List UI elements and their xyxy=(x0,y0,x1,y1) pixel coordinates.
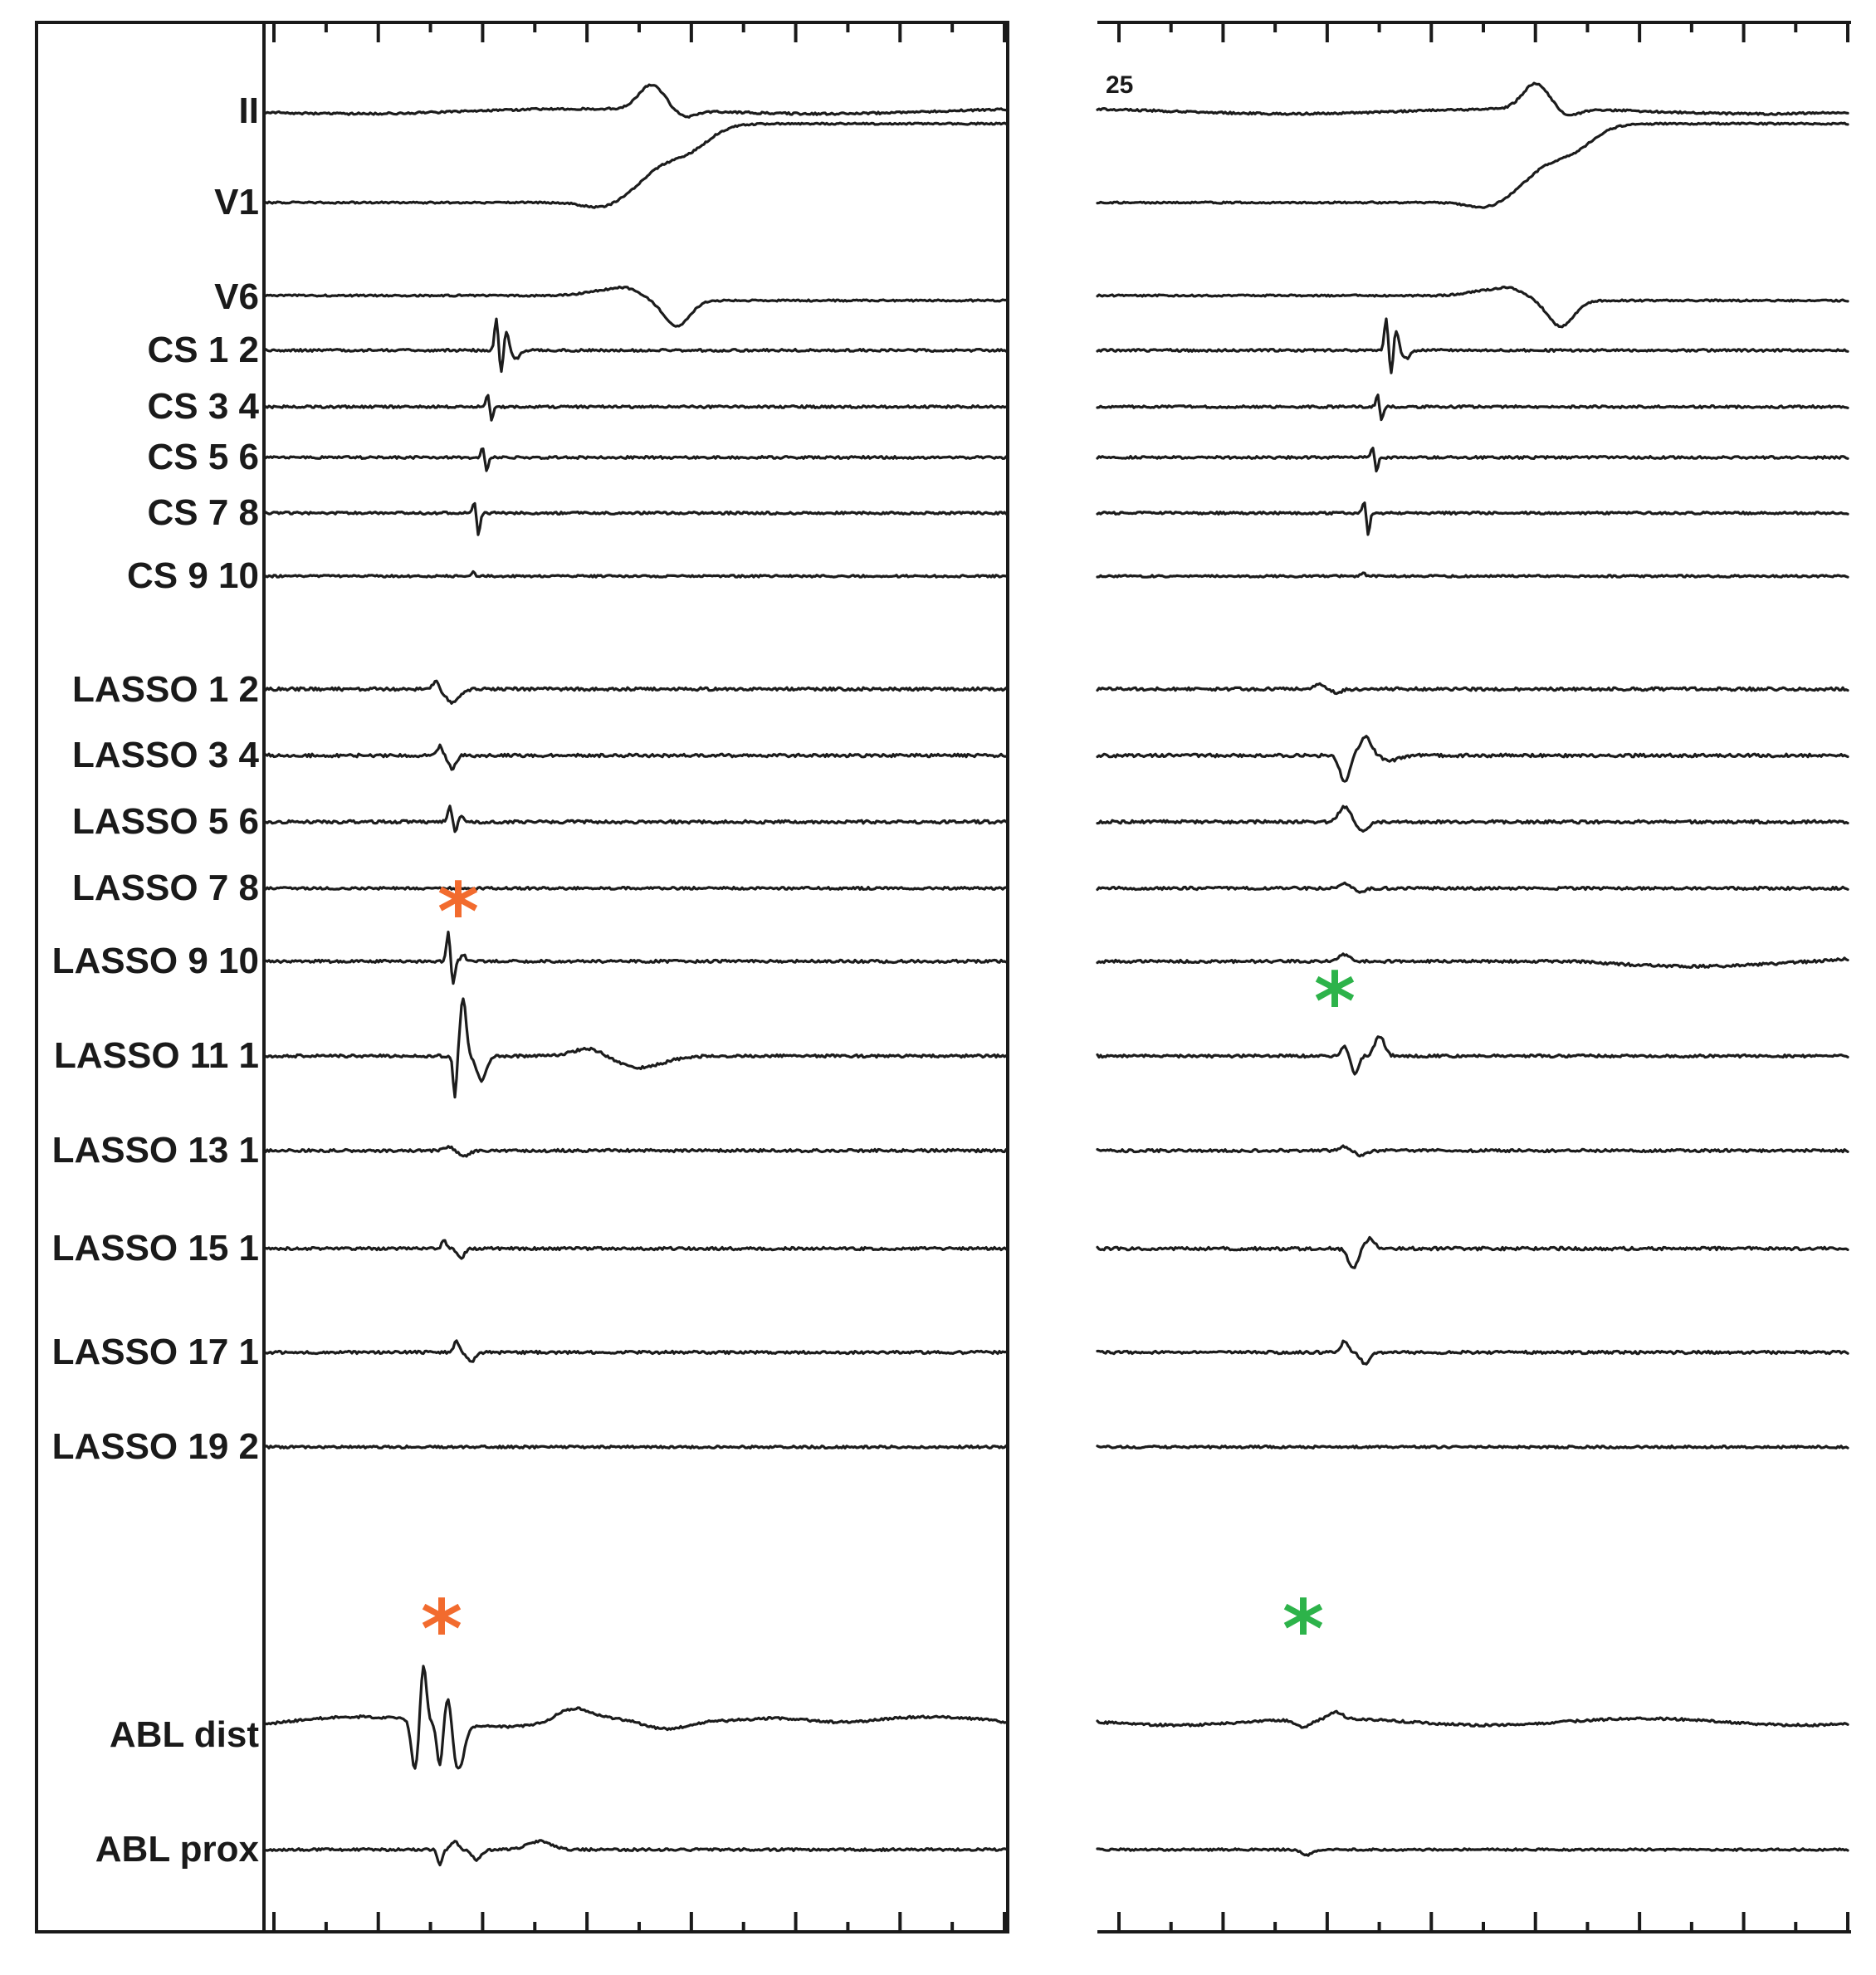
right-traces xyxy=(1096,81,1849,1857)
lead-label-abl-dist: ABL dist xyxy=(110,1714,259,1755)
trace-lasso-3-4-right xyxy=(1096,735,1849,783)
left-traces xyxy=(262,83,1008,1867)
right-panel: 25 xyxy=(1097,21,1851,1933)
left-top-time-ticks xyxy=(272,22,1006,42)
trace-v1-right xyxy=(1096,121,1849,209)
trace-lasso-5-6-left xyxy=(262,804,1008,834)
lead-label-lasso-5-6: LASSO 5 6 xyxy=(72,801,259,842)
trace-lasso-7-8-right xyxy=(1096,881,1849,894)
trace-lasso-3-4-left xyxy=(262,743,1008,771)
trace-abl-prox-right xyxy=(1096,1847,1849,1857)
trace-lasso-9-10-left xyxy=(262,931,1008,985)
trace-cs-1-2-right xyxy=(1096,317,1849,374)
trace-abl-prox-left xyxy=(262,1839,1008,1867)
trace-lasso-13-1-left xyxy=(262,1145,1008,1158)
asterisk-markers: * * * * xyxy=(421,866,1356,1676)
lead-label-lasso-9-10: LASSO 9 10 xyxy=(52,941,259,981)
lead-label-cs-9-10: CS 9 10 xyxy=(127,555,259,596)
lead-label-lasso-15-1: LASSO 15 1 xyxy=(52,1228,259,1269)
trace-cs-9-10-right xyxy=(1096,571,1849,579)
asterisk-right-abl: * xyxy=(1282,1583,1324,1676)
trace-lasso-7-8-left xyxy=(262,886,1008,891)
lead-label-cs-3-4: CS 3 4 xyxy=(147,386,259,427)
trace-abl-dist-left xyxy=(262,1665,1008,1770)
trace-cs-3-4-left xyxy=(262,394,1008,422)
lead-label-lasso-11-1: LASSO 11 1 xyxy=(54,1035,259,1076)
lead-label-lasso-17-1: LASSO 17 1 xyxy=(52,1332,259,1372)
lead-label-v6: V6 xyxy=(214,276,259,317)
lead-label-lasso-13-1: LASSO 13 1 xyxy=(52,1130,259,1171)
trace-lasso-11-1-right xyxy=(1096,1035,1849,1076)
right-panel-number: 25 xyxy=(1106,71,1133,99)
lead-label-cs-7-8: CS 7 8 xyxy=(147,492,259,533)
right-top-time-ticks xyxy=(1117,22,1849,42)
left-panel xyxy=(35,21,1009,1933)
trace-lasso-1-2-right xyxy=(1096,682,1849,696)
trace-cs-9-10-left xyxy=(262,570,1008,579)
lead-label-cs-5-6: CS 5 6 xyxy=(147,437,259,477)
left-panel-frame xyxy=(35,21,1009,1933)
trace-lasso-17-1-right xyxy=(1096,1339,1849,1366)
trace-cs-5-6-right xyxy=(1096,447,1849,473)
trace-lasso-5-6-right xyxy=(1096,804,1849,833)
trace-lasso-19-2-right xyxy=(1096,1445,1849,1449)
lead-label-abl-prox: ABL prox xyxy=(95,1829,260,1870)
trace-lasso-1-2-left xyxy=(262,679,1008,705)
trace-v6-right xyxy=(1096,286,1849,329)
lead-label-lasso-1-2: LASSO 1 2 xyxy=(72,669,259,710)
lead-label-cs-1-2: CS 1 2 xyxy=(147,330,259,370)
left-bottom-time-ticks xyxy=(272,1912,1006,1932)
trace-abl-dist-right xyxy=(1096,1709,1849,1729)
trace-lasso-11-1-left xyxy=(262,997,1008,1099)
trace-lasso-17-1-left xyxy=(262,1339,1008,1363)
trace-cs-7-8-left xyxy=(262,501,1008,536)
trace-cs-1-2-left xyxy=(262,317,1008,374)
trace-ii-left xyxy=(262,83,1008,119)
asterisk-right-lasso: * xyxy=(1314,956,1356,1049)
trace-lasso-13-1-right xyxy=(1096,1144,1849,1158)
lead-labels: II V1 V6 CS 1 2 CS 3 4 CS 5 6 CS 7 8 CS … xyxy=(52,90,260,1870)
trace-cs-5-6-left xyxy=(262,447,1008,472)
trace-lasso-15-1-left xyxy=(262,1239,1008,1260)
trace-lasso-19-2-left xyxy=(262,1445,1008,1449)
trace-cs-3-4-right xyxy=(1096,394,1849,422)
trace-v6-left xyxy=(262,285,1008,328)
trace-lasso-15-1-right xyxy=(1096,1235,1849,1269)
lead-label-lasso-19-2: LASSO 19 2 xyxy=(52,1426,259,1467)
trace-cs-7-8-right xyxy=(1096,501,1849,536)
right-bottom-time-ticks xyxy=(1117,1912,1849,1932)
trace-lasso-9-10-right xyxy=(1096,952,1849,970)
lead-label-ii: II xyxy=(239,90,259,131)
asterisk-left-lasso: * xyxy=(437,866,479,959)
trace-v1-left xyxy=(262,121,1008,209)
lead-label-v1: V1 xyxy=(214,182,259,222)
lead-label-lasso-7-8: LASSO 7 8 xyxy=(72,868,259,908)
asterisk-left-abl: * xyxy=(421,1583,462,1676)
trace-ii-right xyxy=(1096,81,1849,117)
lead-label-lasso-3-4: LASSO 3 4 xyxy=(72,735,259,775)
